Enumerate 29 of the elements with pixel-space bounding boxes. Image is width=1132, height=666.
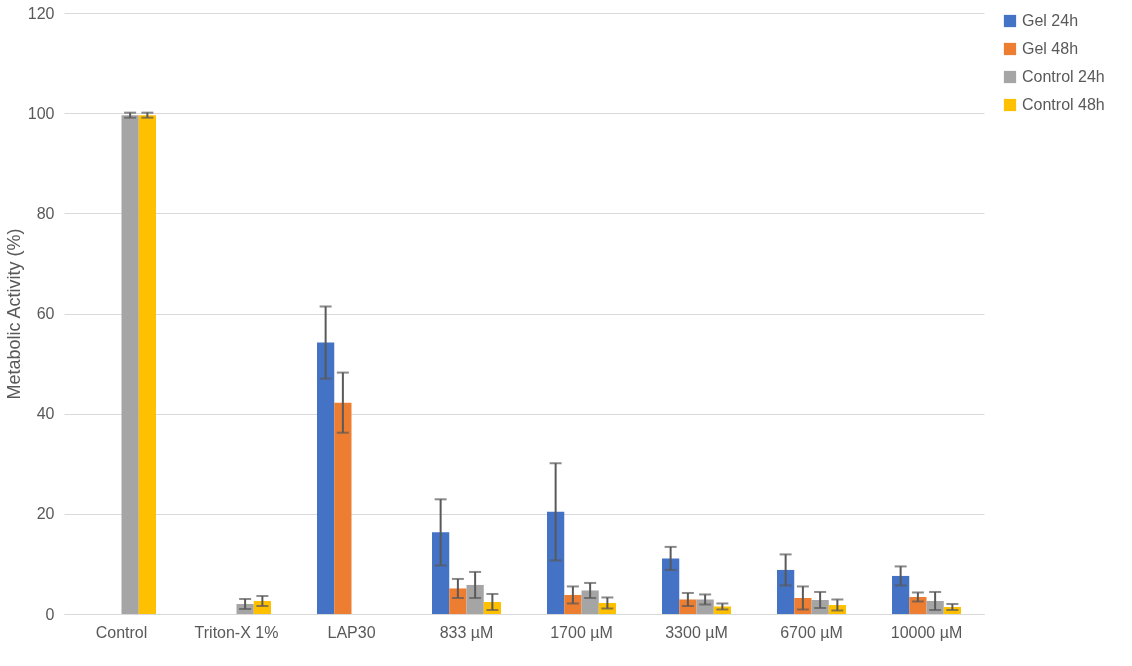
legend-label: Gel 48h (1022, 40, 1079, 57)
bar (777, 569, 795, 614)
bar (432, 532, 450, 614)
legend-label: Gel 24h (1022, 12, 1079, 29)
bar (581, 590, 599, 614)
x-tick-label: Triton-X 1% (194, 623, 279, 641)
x-tick-label: 3300 µM (665, 623, 728, 641)
bar (449, 588, 467, 614)
bar (547, 511, 565, 614)
legend-label: Control 48h (1022, 96, 1105, 113)
x-tick-label: 833 µM (439, 623, 494, 641)
bar (662, 558, 680, 614)
x-tick-label: 6700 µM (780, 623, 843, 641)
x-tick-label: LAP30 (327, 623, 376, 641)
y-tick-label: 60 (36, 305, 55, 322)
bar (317, 342, 335, 614)
y-axis-title: Metabolic Activity (%) (3, 228, 24, 400)
legend-label: Control 24h (1022, 68, 1105, 85)
y-tick-label: 0 (45, 605, 55, 623)
y-tick-label: 80 (36, 204, 55, 222)
y-tick-label: 100 (27, 104, 55, 122)
y-tick-label: 20 (36, 505, 55, 523)
bar (892, 575, 910, 614)
bar (334, 402, 352, 614)
y-tick-label: 120 (27, 4, 55, 22)
x-tick-label: 1700 µM (550, 623, 613, 641)
x-tick-label: 10000 µM (890, 623, 963, 641)
x-tick-label: Control (95, 623, 148, 641)
y-tick-label: 40 (36, 405, 55, 423)
